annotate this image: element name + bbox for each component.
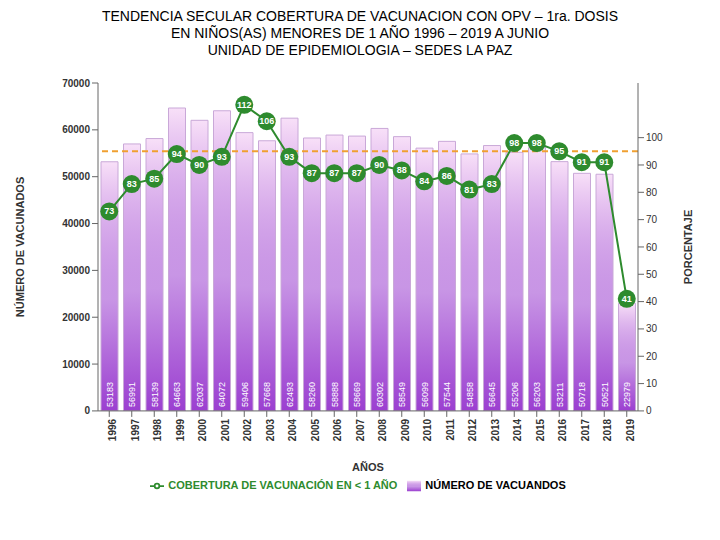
svg-text:10000: 10000 [62, 359, 90, 370]
svg-text:NÚMERO DE VACUNADOS: NÚMERO DE VACUNADOS [14, 177, 26, 317]
svg-text:64072: 64072 [217, 382, 227, 407]
svg-text:0: 0 [84, 405, 90, 416]
svg-text:2005: 2005 [310, 418, 321, 441]
svg-text:2008: 2008 [377, 418, 388, 441]
svg-text:53183: 53183 [105, 382, 115, 407]
svg-text:98: 98 [532, 138, 542, 148]
svg-text:1999: 1999 [175, 418, 186, 441]
svg-text:93: 93 [217, 152, 227, 162]
svg-text:95: 95 [554, 146, 564, 156]
svg-text:56991: 56991 [127, 382, 137, 407]
svg-text:85: 85 [149, 174, 159, 184]
svg-text:1998: 1998 [152, 418, 163, 441]
svg-text:41: 41 [622, 294, 632, 304]
svg-text:53211: 53211 [555, 383, 565, 407]
svg-text:90: 90 [194, 160, 204, 170]
html-text:EN NIÑOS(AS) MENORES DE 1 AÑO: EN NIÑOS(AS) MENORES DE 1 AÑO 1996 – 201… [170, 25, 550, 41]
svg-text:62493: 62493 [285, 382, 295, 407]
svg-text:90: 90 [646, 160, 658, 171]
svg-text:58260: 58260 [307, 382, 317, 407]
svg-text:81: 81 [464, 185, 474, 195]
svg-text:1997: 1997 [130, 418, 141, 441]
svg-text:2012: 2012 [467, 418, 478, 441]
svg-text:57544: 57544 [442, 382, 452, 407]
svg-text:56099: 56099 [420, 382, 430, 407]
svg-text:40: 40 [646, 296, 658, 307]
svg-text:2004: 2004 [287, 418, 298, 441]
svg-text:40000: 40000 [62, 218, 90, 229]
svg-text:84: 84 [419, 176, 429, 186]
html-text:UNIDAD DE EPIDEMIOLOGIA – SEDE: UNIDAD DE EPIDEMIOLOGIA – SEDES LA PAZ [207, 42, 513, 58]
svg-text:50: 50 [646, 269, 658, 280]
svg-text:2009: 2009 [400, 418, 411, 441]
svg-text:2016: 2016 [557, 418, 568, 441]
svg-text:59406: 59406 [240, 382, 250, 407]
svg-text:56645: 56645 [487, 382, 497, 407]
svg-text:90: 90 [374, 160, 384, 170]
svg-text:2019: 2019 [625, 418, 636, 441]
svg-text:64663: 64663 [172, 382, 182, 407]
svg-text:50000: 50000 [62, 171, 90, 182]
svg-text:106: 106 [259, 116, 274, 126]
html-text:TENDENCIA SECULAR COBERTURA DE: TENDENCIA SECULAR COBERTURA DE VACUNACIO… [102, 8, 618, 24]
svg-text:54858: 54858 [465, 382, 475, 407]
html-text:COBERTURA DE VACUNACIÓN EN < 1: COBERTURA DE VACUNACIÓN EN < 1 AÑO [168, 478, 398, 491]
svg-text:2007: 2007 [355, 418, 366, 441]
svg-text:2003: 2003 [265, 418, 276, 441]
svg-text:94: 94 [172, 149, 182, 159]
svg-text:87: 87 [329, 168, 339, 178]
svg-text:87: 87 [352, 168, 362, 178]
svg-text:70: 70 [646, 214, 658, 225]
svg-text:2001: 2001 [220, 418, 231, 441]
svg-text:2018: 2018 [602, 418, 613, 441]
svg-text:2000: 2000 [197, 418, 208, 441]
svg-text:2013: 2013 [490, 418, 501, 441]
svg-text:57668: 57668 [262, 382, 272, 407]
svg-text:60302: 60302 [375, 382, 385, 407]
svg-text:2011: 2011 [445, 418, 456, 440]
svg-text:87: 87 [307, 168, 317, 178]
svg-text:22979: 22979 [622, 382, 632, 407]
svg-text:10: 10 [646, 378, 658, 389]
svg-text:55206: 55206 [510, 382, 520, 407]
svg-text:93: 93 [284, 152, 294, 162]
svg-text:58139: 58139 [150, 382, 160, 407]
svg-text:88: 88 [397, 165, 407, 175]
svg-text:20: 20 [646, 351, 658, 362]
svg-text:100: 100 [646, 132, 663, 143]
svg-text:60000: 60000 [62, 124, 90, 135]
svg-text:50718: 50718 [577, 382, 587, 407]
svg-text:58669: 58669 [352, 382, 362, 407]
svg-text:30: 30 [646, 323, 658, 334]
svg-text:70000: 70000 [62, 78, 90, 89]
svg-text:2010: 2010 [422, 418, 433, 441]
svg-text:62037: 62037 [195, 382, 205, 407]
svg-text:20000: 20000 [62, 312, 90, 323]
svg-text:2002: 2002 [242, 418, 253, 441]
svg-text:2006: 2006 [332, 418, 343, 441]
svg-text:2014: 2014 [512, 418, 523, 441]
svg-text:30000: 30000 [62, 265, 90, 276]
svg-text:86: 86 [442, 171, 452, 181]
svg-text:83: 83 [127, 179, 137, 189]
svg-text:AÑOS: AÑOS [352, 461, 384, 473]
svg-text:83: 83 [487, 179, 497, 189]
svg-text:112: 112 [237, 100, 252, 110]
svg-text:0: 0 [646, 405, 652, 416]
svg-text:58888: 58888 [330, 382, 340, 407]
svg-text:2015: 2015 [535, 418, 546, 441]
svg-text:56203: 56203 [532, 382, 542, 407]
svg-text:80: 80 [646, 187, 658, 198]
svg-text:73: 73 [104, 206, 114, 216]
svg-text:50521: 50521 [600, 382, 610, 407]
svg-text:58549: 58549 [397, 382, 407, 407]
svg-text:PORCENTAJE: PORCENTAJE [682, 210, 694, 284]
svg-text:91: 91 [599, 157, 609, 167]
html-text:NÚMERO DE VACUANDOS: NÚMERO DE VACUANDOS [425, 478, 566, 491]
svg-text:98: 98 [509, 138, 519, 148]
svg-text:60: 60 [646, 242, 658, 253]
svg-text:2017: 2017 [580, 418, 591, 441]
svg-text:91: 91 [577, 157, 587, 167]
svg-text:1996: 1996 [107, 418, 118, 441]
